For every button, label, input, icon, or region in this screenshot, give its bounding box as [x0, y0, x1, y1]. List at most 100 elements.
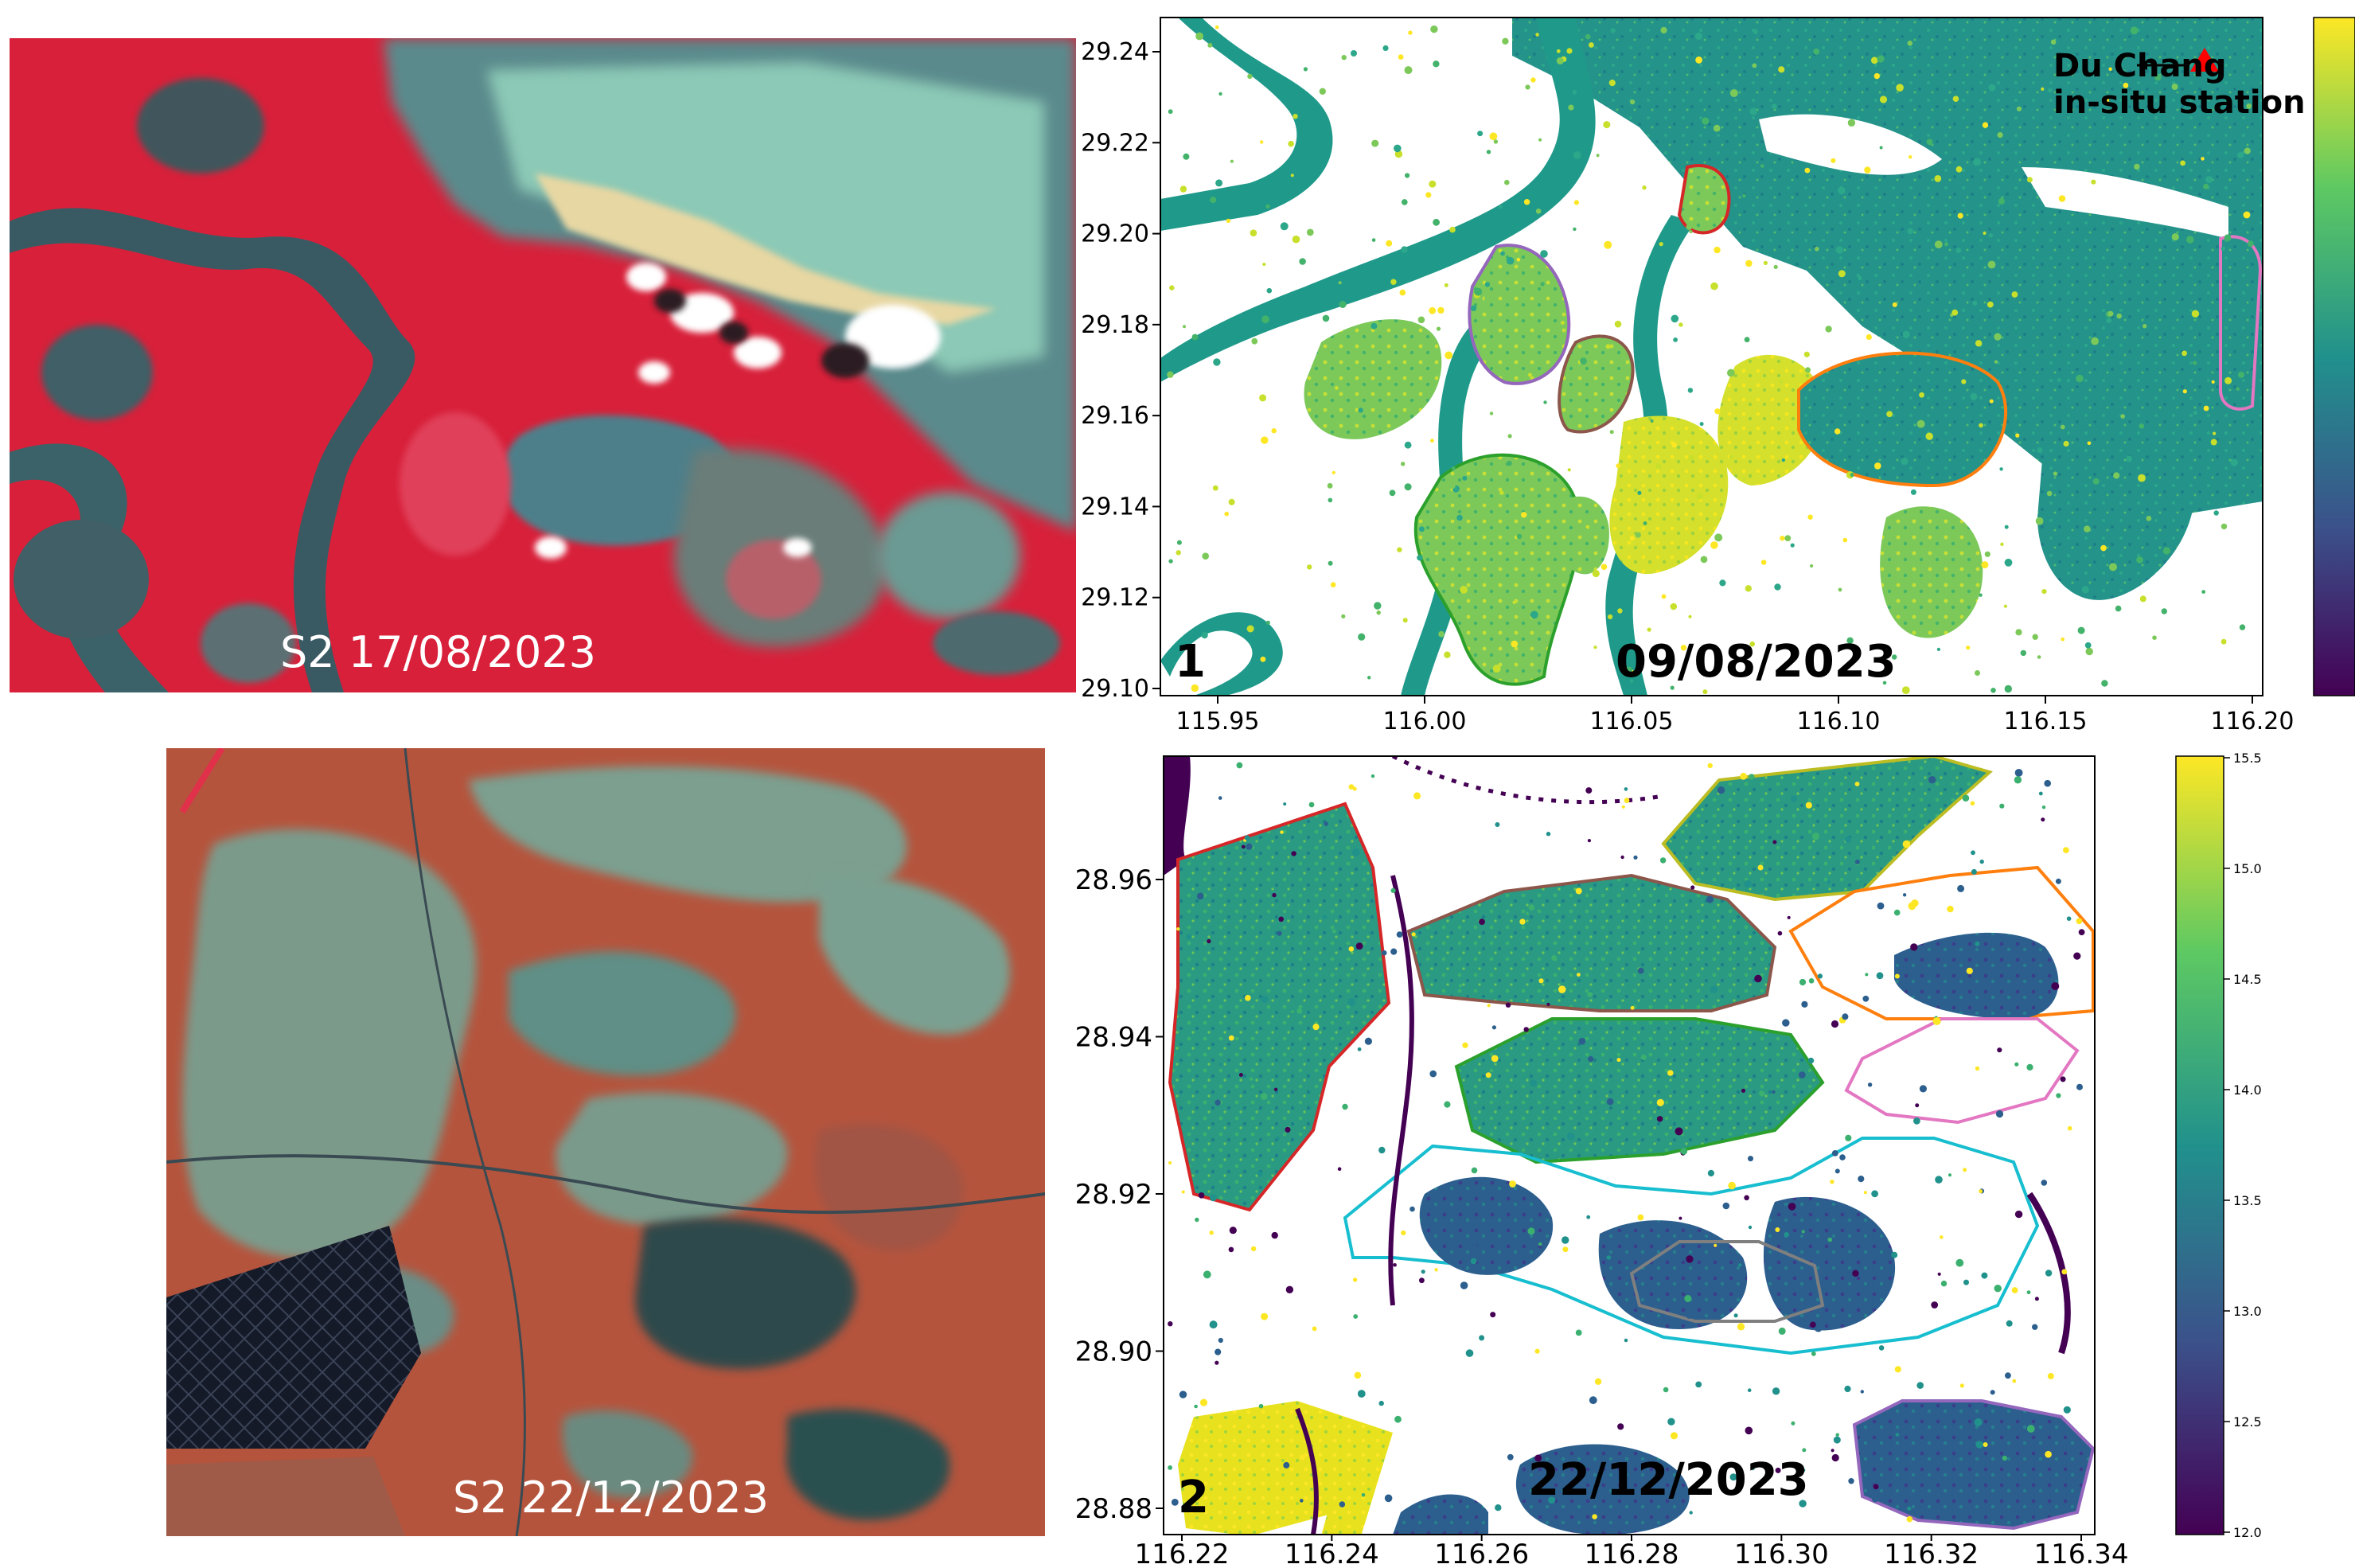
satellite-image-top: S2 17/08/2023 — [10, 38, 1076, 692]
speckle-dot — [2076, 1083, 2083, 1090]
speckle-dot — [1261, 315, 1269, 324]
speckle-dot — [1507, 434, 1512, 439]
speckle-dot — [1540, 250, 1548, 258]
speckle-dot — [1864, 166, 1871, 174]
speckle-dot — [1487, 1004, 1491, 1008]
speckle-dot — [1605, 344, 1611, 349]
y-tick-label: 29.12 — [1081, 584, 1149, 612]
speckle-dot — [2087, 441, 2092, 446]
speckle-dot — [1858, 275, 1862, 281]
speckle-dot — [1500, 251, 1505, 256]
speckle-dot — [1258, 1403, 1264, 1409]
speckle-dot — [1908, 902, 1916, 911]
speckle-dot — [1998, 197, 2005, 205]
speckle-dot — [2220, 638, 2227, 645]
speckle-dot — [1434, 1268, 1438, 1272]
speckle-dot — [1988, 84, 1996, 92]
colorbar-bottom — [2176, 756, 2224, 1535]
speckle-dot — [2152, 635, 2157, 640]
speckle-dot — [1810, 564, 1814, 568]
speckle-dot — [1907, 1506, 1912, 1511]
speckle-dot — [1740, 772, 1747, 780]
speckle-dot — [1643, 521, 1647, 525]
speckle-dot — [1760, 560, 1767, 565]
speckle-dot — [1772, 1387, 1780, 1395]
speckle-dot — [1901, 457, 1909, 466]
speckle-dot — [2180, 160, 2185, 166]
speckle-dot — [1330, 582, 1336, 587]
speckle-dot — [1384, 1494, 1393, 1503]
speckle-dot — [1587, 992, 1593, 997]
speckle-dot — [1327, 482, 1333, 489]
speckle-dot — [2014, 769, 2023, 777]
speckle-dot — [1246, 625, 1254, 633]
speckle-dot — [1807, 1057, 1815, 1064]
speckle-dot — [2041, 87, 2045, 91]
speckle-dot — [1624, 1338, 1628, 1343]
speckle-dot — [1587, 839, 1591, 843]
speckle-dot — [1616, 1058, 1621, 1063]
speckle-dot — [1760, 164, 1764, 168]
y-tick-label: 28.88 — [1075, 1493, 1152, 1525]
speckle-dot — [1788, 1203, 1796, 1211]
speckle-dot — [1342, 1103, 1348, 1110]
speckle-dot — [1854, 859, 1860, 864]
speckle-dot — [1616, 463, 1620, 468]
x-tick-label: 116.24 — [1285, 1539, 1379, 1568]
speckle-dot — [1970, 801, 1975, 806]
speckle-dot — [1246, 843, 1253, 850]
speckle-dot — [1458, 984, 1463, 988]
speckle-dot — [1973, 158, 1982, 166]
speckle-dot — [1250, 1246, 1257, 1252]
speckle-dot — [1989, 399, 1994, 404]
speckle-dot — [1610, 28, 1616, 33]
speckle-dot — [1862, 995, 1870, 1002]
speckle-dot — [1530, 610, 1538, 619]
speckle-dot — [2213, 431, 2217, 435]
speckle-dot — [1901, 686, 1910, 694]
speckle-dot — [1491, 1055, 1499, 1063]
speckle-dot — [1686, 224, 1693, 230]
speckle-dot — [1516, 533, 1523, 540]
speckle-dot — [1176, 927, 1180, 931]
speckle-dot — [1854, 782, 1860, 786]
speckle-dot — [2162, 547, 2170, 555]
speckle-dot — [1355, 942, 1363, 950]
speckle-dot — [1719, 579, 1726, 587]
speckle-dot — [1430, 439, 1434, 443]
speckle-dot — [1604, 240, 1612, 249]
speckle-dot — [2004, 525, 2009, 529]
speckle-dot — [1842, 537, 1848, 543]
speckle-dot — [1629, 536, 1635, 541]
speckle-dot — [1778, 1327, 1786, 1335]
speckle-dot — [1527, 1227, 1535, 1235]
speckle-dot — [1772, 1090, 1776, 1094]
speckle-dot — [1371, 774, 1375, 778]
speckle-dot — [2076, 374, 2084, 383]
speckle-dot — [1934, 175, 1942, 182]
speckle-dot — [2073, 952, 2081, 960]
speckle-dot — [1169, 285, 1175, 291]
speckle-dot — [1244, 835, 1250, 841]
speckle-dot — [1265, 620, 1270, 625]
speckle-dot — [2120, 414, 2125, 419]
speckle-dot — [1848, 1478, 1854, 1484]
speckle-dot — [2101, 680, 2108, 687]
speckle-dot — [1322, 915, 1328, 919]
speckle-dot — [1470, 1258, 1477, 1265]
speckle-dot — [2084, 642, 2092, 649]
speckle-dot — [1907, 228, 1914, 235]
speckle-dot — [1351, 848, 1360, 856]
speckle-dot — [1667, 1070, 1674, 1076]
speckle-dot — [1433, 218, 1440, 226]
speckle-dot — [1386, 240, 1393, 247]
speckle-dot — [1332, 470, 1335, 475]
speckle-dot — [1892, 654, 1897, 660]
speckle-dot — [1962, 794, 1970, 802]
speckle-dot — [1699, 422, 1704, 427]
speckle-dot — [1378, 1146, 1386, 1154]
speckle-dot — [1831, 1150, 1838, 1156]
speckle-dot — [1551, 955, 1558, 961]
speckle-dot — [1799, 1500, 1807, 1508]
speckle-dot — [1484, 296, 1489, 301]
